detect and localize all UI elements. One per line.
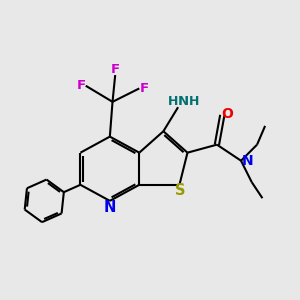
Text: N: N — [242, 154, 253, 168]
Text: N: N — [177, 95, 188, 108]
Text: F: F — [140, 82, 149, 95]
Text: F: F — [111, 63, 120, 76]
Text: F: F — [76, 79, 85, 92]
Text: N: N — [103, 200, 116, 215]
Text: O: O — [221, 107, 233, 121]
Text: H: H — [168, 95, 178, 108]
Text: H: H — [189, 95, 199, 108]
Text: S: S — [175, 183, 185, 198]
